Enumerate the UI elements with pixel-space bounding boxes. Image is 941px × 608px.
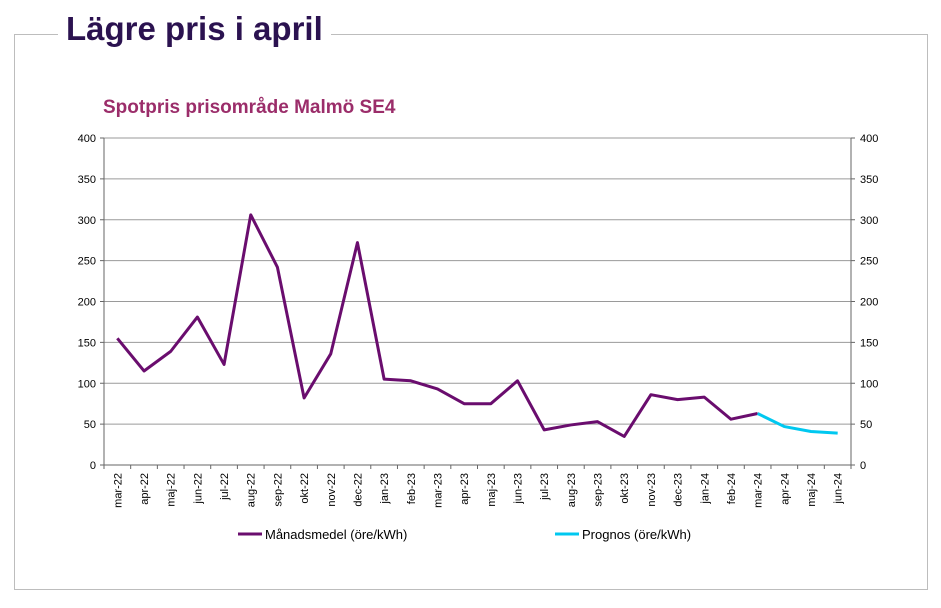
y2-tick-label: 250 [860,256,878,268]
y-tick-label: 50 [84,419,96,431]
series-line [756,412,838,435]
x-tick-label: okt-22 [299,473,311,504]
x-tick-label: dec-22 [352,473,364,507]
x-tick-label: nov-23 [646,473,658,507]
y-tick-label: 250 [78,256,96,268]
x-tick-label: nov-22 [326,473,338,507]
x-tick-label: maj-24 [806,473,818,507]
x-tick-label: jul-22 [219,473,231,501]
x-tick-label: apr-22 [139,473,151,505]
y-tick-label: 100 [78,378,96,390]
x-tick-label: okt-23 [619,473,631,504]
legend-label: Prognos (öre/kWh) [582,527,691,542]
x-tick-label: aug-23 [566,473,578,507]
y2-tick-label: 350 [860,174,878,186]
series-line [116,213,758,438]
page-heading: Lägre pris i april [58,10,331,48]
x-tick-label: jun-22 [192,473,204,505]
y2-tick-label: 0 [860,460,866,472]
x-tick-label: apr-24 [779,473,791,505]
y-tick-label: 150 [78,337,96,349]
x-tick-label: dec-23 [673,473,685,507]
x-tick-label: aug-22 [246,473,258,507]
x-tick-label: maj-23 [486,473,498,507]
x-tick-label: jan-24 [699,473,711,505]
x-tick-label: apr-23 [459,473,471,505]
y2-tick-label: 300 [860,215,878,227]
y-tick-label: 0 [90,460,96,472]
y-tick-label: 200 [78,297,96,309]
y2-tick-label: 200 [860,297,878,309]
chart-title: Spotpris prisområde Malmö SE4 [103,97,396,118]
x-tick-label: mar-24 [753,473,765,508]
x-tick-label: mar-22 [112,473,124,508]
x-tick-label: jun-23 [513,473,525,505]
x-tick-label: sep-23 [593,473,605,507]
x-tick-label: jan-23 [379,473,391,505]
y2-tick-label: 100 [860,378,878,390]
y2-tick-label: 150 [860,337,878,349]
x-tick-label: mar-23 [432,473,444,508]
x-tick-label: jul-23 [539,473,551,501]
legend-label: Månadsmedel (öre/kWh) [265,527,407,542]
y-tick-label: 300 [78,215,96,227]
y2-tick-label: 50 [860,419,872,431]
x-tick-label: jun-24 [833,473,845,505]
x-tick-label: feb-23 [406,473,418,504]
y-tick-label: 400 [78,133,96,145]
x-tick-label: feb-24 [726,473,738,504]
chart-frame [14,34,928,590]
y-tick-label: 350 [78,174,96,186]
y2-tick-label: 400 [860,133,878,145]
x-tick-label: sep-22 [272,473,284,507]
x-tick-label: maj-22 [166,473,178,507]
